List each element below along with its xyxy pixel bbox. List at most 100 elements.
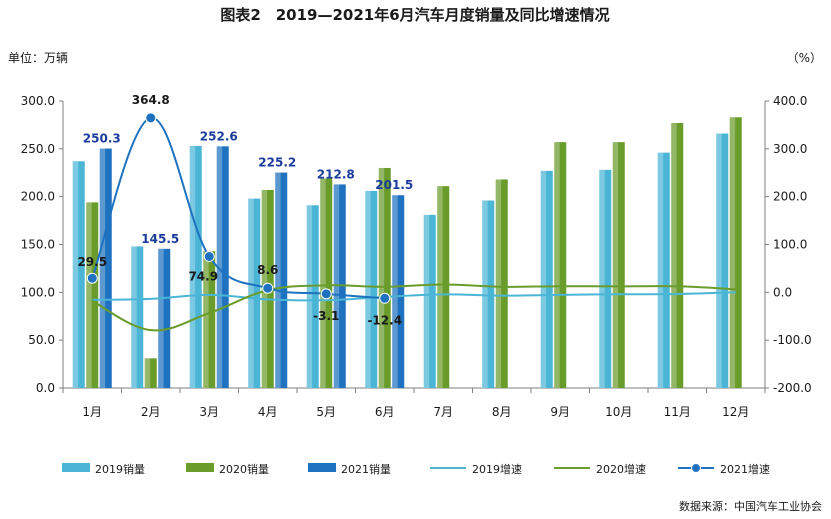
series-line <box>91 283 736 332</box>
bar <box>423 214 436 388</box>
left-tick-label: 100.0 <box>21 285 55 299</box>
x-tick-label: 1月 <box>82 405 102 419</box>
line-point <box>86 272 98 284</box>
bar-highlight <box>554 142 560 388</box>
data-source-note: 数据来源：中国汽车工业协会 <box>679 499 822 513</box>
bar-highlight <box>131 246 137 388</box>
bar <box>99 148 112 388</box>
bar <box>86 202 99 388</box>
bar-highlight <box>365 190 371 388</box>
right-tick-label: 300.0 <box>773 142 807 156</box>
bar-highlight <box>248 198 254 388</box>
right-tick-label: 0.0 <box>773 285 792 299</box>
bar-highlight <box>158 248 164 388</box>
bar-highlight <box>306 205 313 388</box>
bar <box>378 167 391 388</box>
line-data-label: -12.4 <box>367 313 402 327</box>
x-tick-label: 10月 <box>605 405 632 419</box>
x-tick-label: 11月 <box>664 405 691 419</box>
bar <box>482 200 495 388</box>
bar-highlight <box>378 167 385 388</box>
x-tick-label: 9月 <box>550 405 570 419</box>
bar-data-label: 225.2 <box>258 156 296 170</box>
legend-swatch <box>308 463 336 472</box>
legend-swatch <box>186 463 214 472</box>
legend-label: 2019销量 <box>95 462 145 476</box>
bar <box>248 198 261 388</box>
line-data-label: 8.6 <box>257 263 278 277</box>
line-data-label: 29.5 <box>77 255 107 269</box>
bar-data-label: 212.8 <box>317 167 355 181</box>
bar-highlight <box>671 123 677 389</box>
legend-label: 2020增速 <box>596 462 646 476</box>
bar <box>729 117 742 388</box>
right-tick-label: 100.0 <box>773 238 807 252</box>
x-tick-label: 2月 <box>141 405 161 419</box>
plot-layer: 0.0 50.0 100.0 150.0 200.0 250.0 300.0 -200.0 -1… <box>21 93 812 419</box>
legend: 2019销量 2020销量 2021销量 2019增速 2020增速 2021增速 <box>62 462 770 476</box>
bar-highlight <box>189 145 196 388</box>
line-point <box>145 112 157 124</box>
bar <box>657 152 670 388</box>
left-tick-label: 150.0 <box>21 238 55 252</box>
bar <box>144 358 157 388</box>
left-tick-label: 300.0 <box>21 94 55 108</box>
bar-data-label: 252.6 <box>200 129 238 143</box>
bar-highlight <box>716 133 722 388</box>
bar <box>554 142 567 388</box>
legend-label: 2020销量 <box>219 462 269 476</box>
left-unit-label: 单位：万辆 <box>8 50 68 65</box>
x-tick-label: 4月 <box>258 405 278 419</box>
line-data-label: 74.9 <box>188 270 218 284</box>
left-tick-label: 0.0 <box>36 381 55 395</box>
bar <box>671 123 684 389</box>
bar <box>495 179 508 388</box>
series-line <box>92 291 736 302</box>
bar-highlight <box>495 179 502 388</box>
left-tick-label: 250.0 <box>21 142 55 156</box>
bar <box>392 195 405 388</box>
right-tick-label: -100.0 <box>773 333 812 347</box>
bar-highlight <box>144 358 151 388</box>
left-tick-label: 50.0 <box>28 333 55 347</box>
bar <box>203 251 216 388</box>
line-data-label: -3.1 <box>313 309 339 323</box>
bar-highlight <box>392 195 398 388</box>
bar-highlight <box>657 152 664 388</box>
line-point <box>203 251 215 263</box>
legend-swatch <box>62 463 90 472</box>
bar <box>716 133 729 388</box>
line-data-label: 364.8 <box>132 93 170 107</box>
bar <box>437 186 450 388</box>
bar <box>365 190 378 388</box>
bar-highlight <box>320 178 326 388</box>
bar <box>72 161 85 388</box>
x-tick-label: 8月 <box>492 405 512 419</box>
right-tick-label: 200.0 <box>773 190 807 204</box>
bar-data-label: 201.5 <box>375 178 413 192</box>
right-tick-label: 400.0 <box>773 94 807 108</box>
bar-highlight <box>612 142 619 388</box>
x-tick-label: 7月 <box>433 405 453 419</box>
bar <box>158 248 171 388</box>
left-tick-label: 200.0 <box>21 190 55 204</box>
bar-highlight <box>540 170 547 388</box>
bar-highlight <box>86 202 92 388</box>
bar <box>275 172 288 388</box>
bar-data-label: 250.3 <box>83 132 121 146</box>
legend-label: 2021增速 <box>720 462 770 476</box>
bar <box>306 205 319 388</box>
bar-highlight <box>275 172 281 388</box>
bar-highlight <box>482 200 488 388</box>
right-tick-label: -200.0 <box>773 381 812 395</box>
bar-highlight <box>437 186 443 388</box>
bar <box>599 169 612 388</box>
bar <box>320 178 333 388</box>
line-point <box>262 282 274 294</box>
right-unit-label: （%） <box>787 51 822 65</box>
bar-highlight <box>729 117 736 388</box>
legend-label: 2019增速 <box>472 462 522 476</box>
line-point <box>379 292 391 304</box>
